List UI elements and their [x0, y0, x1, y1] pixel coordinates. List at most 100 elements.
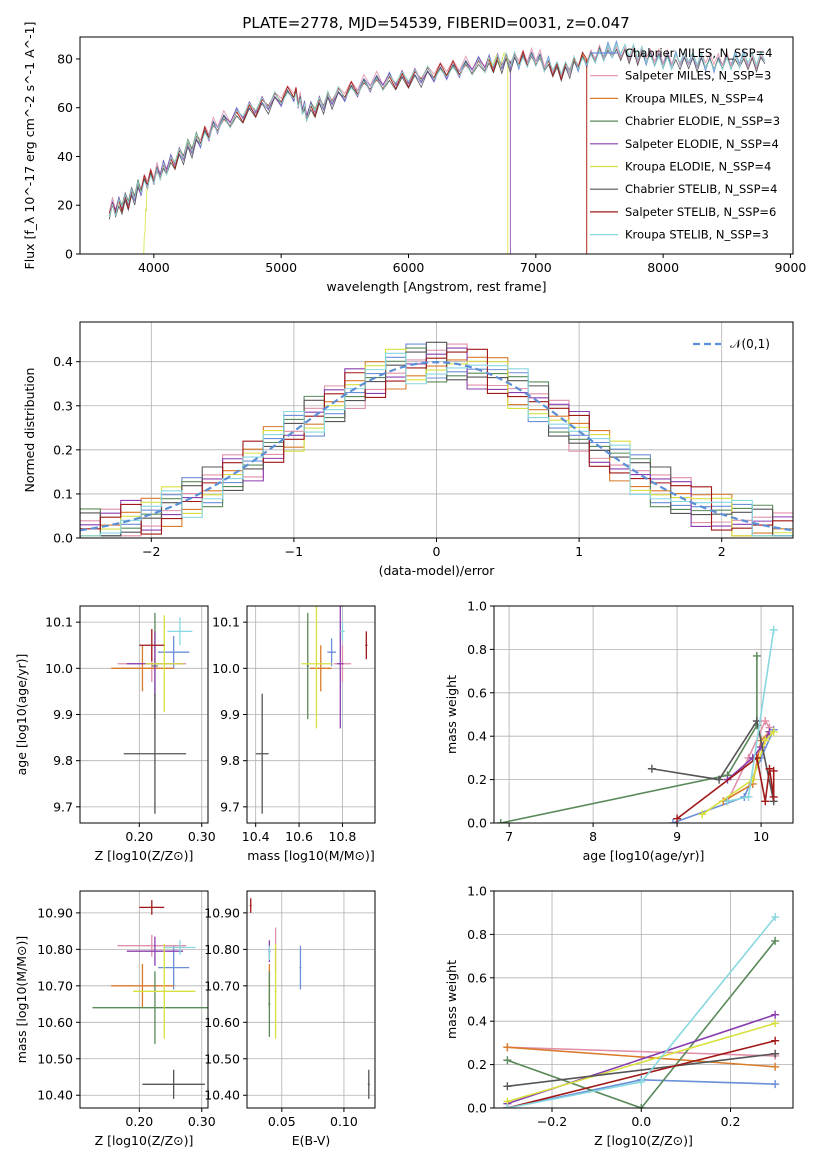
gaussian-curve	[80, 361, 793, 532]
x-tick-label: 9	[673, 829, 681, 844]
x-tick-label: 0.10	[330, 1114, 358, 1129]
panel-residual-histogram: 𝒩(0,1) −2 −1 0 1 2 0.0 0.1 0.2 0.3 0.4 (data-model)…	[22, 321, 794, 578]
data-point	[673, 814, 682, 823]
series-line-6	[651, 718, 775, 802]
plot-area	[255, 606, 368, 814]
data-point	[698, 810, 707, 819]
error-bar-point	[306, 612, 309, 720]
error-bar-point	[340, 622, 345, 641]
data-point	[771, 936, 780, 945]
panel-massweight-vs-age: 7 8 9 10 0.0 0.2 0.4 0.6 0.8 1.0 age [log10(age/yr…	[444, 599, 794, 863]
legend-label-1: Salpeter MILES, N_SSP=3	[625, 69, 771, 83]
series-line-3	[500, 655, 758, 823]
x-tick-label: −1	[285, 544, 303, 559]
x-tick-label: 0.20	[125, 829, 153, 844]
error-bar-point	[167, 617, 193, 646]
y-tick-label: 0.3	[53, 398, 73, 413]
y-tick-label: 0.6	[467, 970, 487, 985]
plot-area	[80, 341, 793, 538]
y-tick-label: 10.70	[37, 978, 73, 993]
y-tick-label: 0.8	[467, 927, 487, 942]
data-point	[771, 913, 780, 922]
series-line-8	[108, 43, 766, 218]
x-tick-label: 10.6	[285, 829, 313, 844]
data-point	[668, 819, 677, 823]
data-point	[771, 1010, 780, 1019]
y-tick-label: 10.80	[37, 942, 73, 957]
error-bar-point	[327, 638, 336, 667]
y-tick-label: 10.0	[212, 661, 240, 676]
error-bar-point	[268, 971, 271, 1037]
x-tick-label: 10.8	[329, 829, 357, 844]
error-bar-point	[337, 606, 344, 729]
plot-area	[249, 898, 370, 1099]
plot-area	[503, 913, 780, 1108]
plot-area	[496, 625, 778, 823]
legend-label-5: Kroupa ELODIE, N_SSP=4	[625, 160, 771, 174]
data-point	[769, 766, 778, 775]
error-bar-point	[301, 606, 332, 729]
y-tick-label: 0.2	[467, 772, 487, 787]
x-tick-label: 1	[575, 544, 583, 559]
y-tick-label: 9.9	[220, 707, 240, 722]
series-line-5	[507, 1022, 776, 1103]
error-bar-point	[365, 631, 368, 660]
x-axis-label: Z [log10(Z/Z⊙)]	[95, 848, 194, 863]
panel-massweight-vs-Z: −0.2 0.0 0.2 0.0 0.2 0.4 0.6 0.8 1.0 Z [log10(Z/Z…	[444, 884, 794, 1148]
data-point	[771, 1080, 780, 1089]
error-bar-point	[111, 645, 174, 692]
plot-area	[111, 612, 193, 814]
series-line-7	[507, 1039, 776, 1108]
y-tick-label: 0.1	[53, 486, 73, 501]
y-tick-label: 0.8	[467, 642, 487, 657]
panel-age-vs-Z: 0.20 0.30 9.7 9.8 9.9 10.0 10.1 Z [log10(Z/Z⊙)]…	[14, 605, 216, 863]
data-point	[761, 736, 770, 745]
data-point	[769, 625, 778, 634]
data-point	[769, 727, 778, 736]
data-point	[748, 775, 757, 784]
legend-label-0: Chabrier MILES, N_SSP=4	[625, 46, 772, 60]
histogram-series-8	[80, 352, 793, 538]
axes-frame	[493, 605, 794, 824]
error-bar-point	[274, 943, 277, 1039]
data-point	[637, 1077, 646, 1086]
series-line-5	[701, 731, 775, 815]
x-tick-label: 2	[718, 544, 726, 559]
panel-age-vs-mass: 10.4 10.6 10.8 9.7 9.8 9.9 10.0 10.1 mass [log10…	[212, 605, 376, 863]
error-bar-point	[126, 936, 184, 966]
y-tick-label: 40	[57, 149, 73, 164]
x-axis-label: Z [log10(Z/Z⊙)]	[594, 1133, 693, 1148]
y-tick-label: 60	[57, 100, 73, 115]
y-tick-label: 10.80	[204, 942, 240, 957]
y-tick-label: 0.4	[467, 1014, 487, 1029]
legend: 𝒩(0,1)	[693, 337, 770, 351]
y-tick-label: 10.40	[204, 1088, 240, 1103]
x-tick-label: 5000	[265, 260, 297, 275]
x-tick-label: 7	[505, 829, 513, 844]
legend-label-7: Salpeter STELIB, N_SSP=6	[625, 205, 776, 219]
y-tick-label: 80	[57, 51, 73, 66]
panel-spectrum: Chabrier MILES, N_SSP=4 Salpeter MILES, N…	[22, 22, 806, 294]
y-axis-label: Flux [f_λ 10^-17 erg cm^-2 s^-1 A^-1]	[22, 22, 37, 270]
y-tick-label: 9.8	[53, 753, 73, 768]
x-tick-label: −0.2	[537, 1114, 567, 1129]
x-tick-label: 0	[433, 544, 441, 559]
legend-label: 𝒩(0,1)	[730, 337, 770, 351]
axes-frame	[493, 890, 794, 1109]
error-bar-point	[299, 945, 302, 990]
y-tick-label: 10.50	[37, 1051, 73, 1066]
x-tick-label: 0.0	[631, 1114, 651, 1129]
error-bar-point	[139, 900, 165, 915]
x-axis-label: mass [log10(M/M⊙)]	[247, 848, 375, 863]
x-tick-label: 9000	[775, 260, 807, 275]
y-tick-label: 0.0	[467, 1101, 487, 1116]
y-tick-label: 9.7	[53, 799, 73, 814]
data-point	[771, 1049, 780, 1058]
x-tick-label: 0.30	[188, 1114, 216, 1129]
legend-label-2: Kroupa MILES, N_SSP=4	[625, 91, 764, 105]
series-line-7	[676, 756, 775, 820]
x-tick-label: 7000	[520, 260, 552, 275]
x-tick-label: 4000	[138, 260, 170, 275]
series-line-6	[507, 1052, 776, 1088]
x-axis-label: age [log10(age/yr)]	[583, 848, 705, 863]
